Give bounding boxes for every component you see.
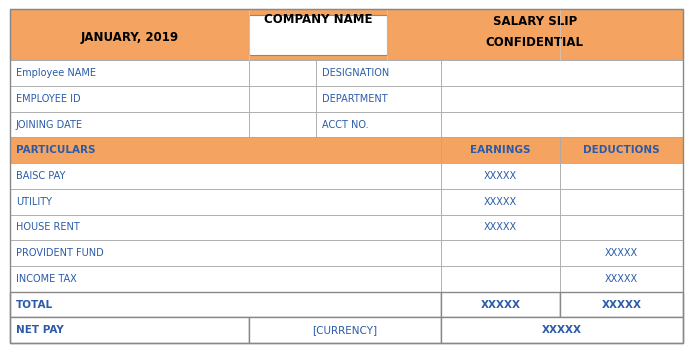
Text: NET PAY: NET PAY [16, 325, 64, 335]
Bar [560, 163, 683, 189]
Bar [316, 60, 441, 86]
Bar [316, 112, 441, 137]
Text: UTILITY: UTILITY [16, 197, 52, 207]
Text: INCOME TAX: INCOME TAX [16, 274, 77, 284]
Text: EARNINGS: EARNINGS [470, 145, 531, 155]
Text: TOTAL: TOTAL [16, 300, 53, 310]
Text: XXXXX: XXXXX [602, 300, 642, 310]
Bar [10, 266, 441, 292]
Text: XXXXX: XXXXX [605, 248, 638, 258]
Bar [441, 189, 560, 215]
Bar [560, 266, 683, 292]
Text: COMPANY NAME: COMPANY NAME [263, 13, 372, 26]
Bar [249, 112, 316, 137]
Text: CONFIDENTIAL: CONFIDENTIAL [486, 36, 584, 49]
Bar [10, 292, 441, 318]
Text: DESIGNATION: DESIGNATION [322, 68, 389, 78]
Bar [10, 60, 249, 86]
Text: SALARY SLIP: SALARY SLIP [493, 15, 577, 28]
Text: [CURRENCY]: [CURRENCY] [313, 325, 378, 335]
Bar [560, 137, 683, 163]
Bar [249, 60, 316, 86]
Text: XXXXX: XXXXX [605, 274, 638, 284]
Text: XXXXX: XXXXX [542, 325, 581, 335]
Bar [10, 215, 441, 240]
Bar [441, 137, 560, 163]
Bar [441, 240, 560, 266]
Bar [10, 240, 441, 266]
Text: PROVIDENT FUND: PROVIDENT FUND [16, 248, 104, 258]
Bar [10, 189, 441, 215]
Bar [560, 240, 683, 266]
Text: Employee NAME: Employee NAME [16, 68, 96, 78]
Text: PARTICULARS: PARTICULARS [16, 145, 96, 155]
Bar [560, 215, 683, 240]
Bar [441, 112, 683, 137]
Bar [316, 86, 441, 112]
Bar [560, 292, 683, 318]
Text: JOINING DATE: JOINING DATE [16, 120, 83, 130]
Bar [10, 318, 249, 343]
Text: XXXXX: XXXXX [484, 197, 517, 207]
Text: DEDUCTIONS: DEDUCTIONS [583, 145, 660, 155]
Bar [441, 292, 560, 318]
Bar [560, 189, 683, 215]
Text: XXXXX: XXXXX [484, 171, 517, 181]
Text: EMPLOYEE ID: EMPLOYEE ID [16, 94, 80, 104]
Text: XXXXX: XXXXX [480, 300, 520, 310]
Bar [249, 318, 441, 343]
Bar [441, 60, 683, 86]
Bar [249, 86, 316, 112]
Bar [10, 9, 683, 60]
Bar [441, 318, 683, 343]
Bar [10, 137, 441, 163]
Bar [10, 112, 249, 137]
Text: ACCT NO.: ACCT NO. [322, 120, 369, 130]
Bar [441, 215, 560, 240]
Text: BAISC PAY: BAISC PAY [16, 171, 65, 181]
Text: HOUSE RENT: HOUSE RENT [16, 222, 80, 232]
Bar [10, 86, 249, 112]
Bar [441, 163, 560, 189]
Bar [10, 163, 441, 189]
Text: JANUARY, 2019: JANUARY, 2019 [80, 31, 179, 44]
Bar [441, 86, 683, 112]
Bar [249, 15, 387, 55]
Text: DEPARTMENT: DEPARTMENT [322, 94, 387, 104]
Bar [441, 266, 560, 292]
Text: XXXXX: XXXXX [484, 222, 517, 232]
